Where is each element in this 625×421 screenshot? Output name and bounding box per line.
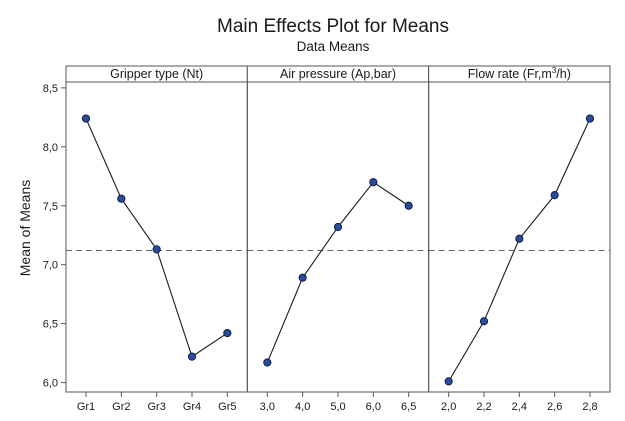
data-point [404, 201, 413, 210]
x-tick-label: 2,6 [547, 401, 562, 413]
x-tick-label: Gr4 [183, 401, 201, 413]
x-tick-label: 3,0 [260, 401, 275, 413]
panel-strip-label: Flow rate (Fr,m3/h) [468, 66, 571, 81]
x-tick-label: 2,4 [512, 401, 527, 413]
data-point [333, 222, 343, 232]
data-point [298, 273, 307, 282]
data-point [479, 317, 489, 326]
series-line [448, 118, 591, 382]
x-tick-label: 2,0 [441, 401, 456, 413]
y-tick-label: 7,5 [43, 201, 58, 213]
y-tick-label: 7,0 [43, 260, 58, 272]
data-point [515, 234, 524, 243]
data-point [152, 245, 161, 254]
y-tick-label: 6,0 [43, 378, 58, 390]
x-tick-label: Gr1 [77, 401, 95, 413]
x-tick-label: 2,2 [476, 401, 491, 413]
data-point [369, 178, 378, 187]
x-tick-label: Gr3 [147, 401, 165, 413]
series-line [266, 181, 409, 363]
y-tick-label: 8,5 [43, 83, 58, 95]
plot-area: 6,0 6,5 7,0 7,5 8,0 8,5 Gripper type (Nt) Gr1 Gr… [43, 65, 611, 413]
x-tick-label: 4,0 [295, 401, 310, 413]
x-tick-label: 6,5 [401, 401, 416, 413]
y-tick-label: 8,0 [43, 142, 58, 154]
x-tick-label: 2,8 [582, 401, 597, 413]
x-tick-label: Gr5 [218, 401, 236, 413]
chart-subtitle: Data Means [297, 39, 370, 54]
data-point [585, 114, 595, 123]
x-tick-label: Gr2 [112, 401, 130, 413]
chart-title: Main Effects Plot for Means [217, 16, 449, 37]
series-line [85, 118, 228, 358]
data-point [117, 194, 126, 203]
data-point [263, 358, 272, 367]
y-axis-label: Mean of Means [17, 180, 33, 277]
x-tick-label: 6,0 [366, 401, 381, 413]
data-point [550, 191, 559, 200]
data-point [187, 352, 197, 361]
x-tick-label: 5,0 [330, 401, 345, 413]
panel-strip-label: Gripper type (Nt) [110, 67, 203, 81]
panel-frame [65, 81, 248, 393]
panel-strip-label: Air pressure (Ap,bar) [280, 67, 396, 81]
y-tick-label: 6,5 [43, 319, 58, 331]
data-point [223, 328, 232, 338]
data-point [81, 114, 91, 123]
data-point [444, 377, 453, 386]
